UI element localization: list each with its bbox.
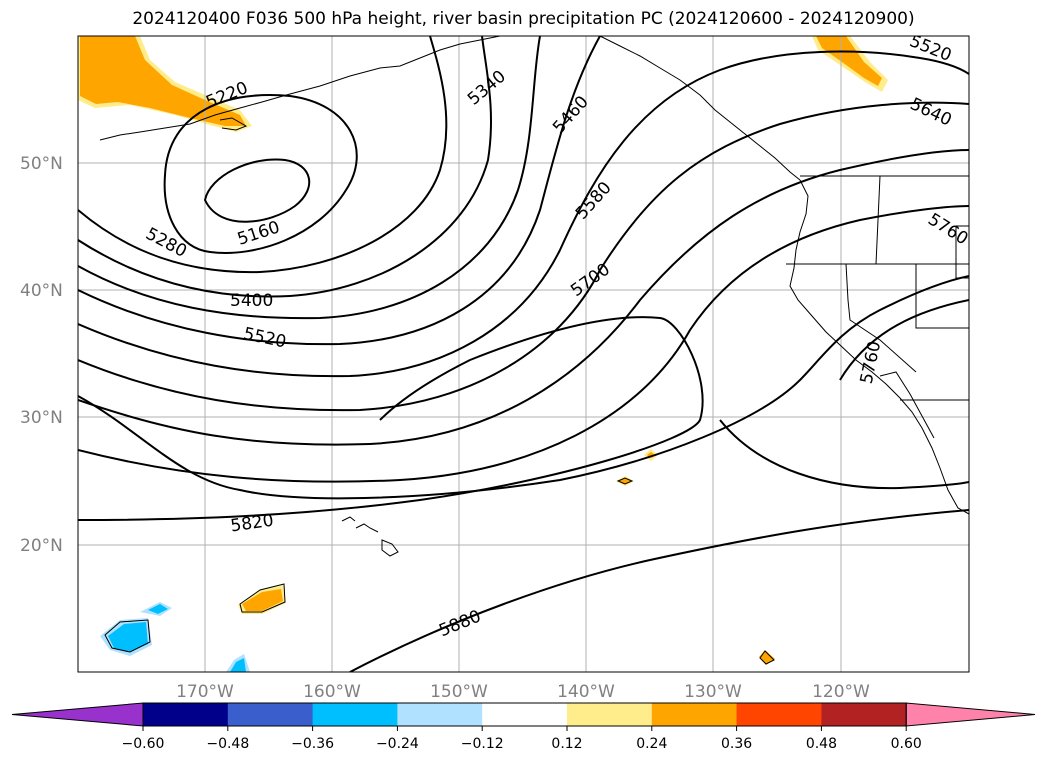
contour-5760 — [78, 316, 704, 521]
contour-5460 — [78, 36, 601, 346]
lon-label: 160°W — [303, 682, 361, 702]
lat-label: 30°N — [20, 408, 63, 428]
contour-label: 5400 — [230, 291, 273, 311]
colorbar-segment — [651, 703, 738, 726]
colorbar-tick-label: −0.48 — [206, 736, 249, 752]
contour-5340 — [78, 36, 492, 298]
precip-negative-2-core — [148, 604, 168, 614]
lat-label: 20°N — [20, 536, 63, 556]
colorbar: −0.60 −0.48 −0.36 −0.24 −0.12 0.12 0.24 0.36 0.4… — [11, 702, 1036, 752]
contour-5820b — [719, 419, 969, 490]
colorbar-segment — [143, 703, 229, 726]
colorbar-segment — [227, 703, 314, 726]
colorbar-extend-high — [905, 702, 1036, 727]
precip-negative-3-core — [230, 658, 246, 672]
borders — [786, 175, 969, 401]
contour-5160 — [203, 158, 311, 223]
contour-5760b — [839, 299, 969, 381]
lon-label: 170°W — [176, 682, 234, 702]
colorbar-tick-label: −0.12 — [461, 736, 504, 752]
map-border — [77, 35, 970, 673]
contour-5880 — [349, 509, 969, 672]
colorbar-segment — [482, 703, 568, 726]
colorbar-tick-label: 0.48 — [806, 736, 837, 752]
contour-5700 — [78, 205, 969, 483]
colorbar-tick-label: −0.36 — [291, 736, 334, 752]
colorbar-tick-label: 0.12 — [551, 736, 582, 752]
colorbar-segment — [397, 703, 483, 726]
map-title: 2024120400 F036 500 hPa height, river ba… — [132, 9, 915, 29]
lon-label: 130°W — [684, 682, 742, 702]
colorbar-tick-label: −0.60 — [122, 736, 165, 752]
precip-negative-1-core — [108, 622, 148, 652]
lon-label: 150°W — [430, 682, 488, 702]
lat-labels: 50°N 40°N 30°N 20°N — [20, 154, 63, 556]
contour-5280 — [78, 36, 448, 274]
gridlines — [78, 36, 969, 672]
colorbar-extend-low — [11, 702, 144, 727]
contour-5640 — [78, 149, 969, 446]
lon-labels: 170°W 160°W 150°W 140°W 130°W 120°W — [176, 682, 870, 702]
lat-label: 50°N — [20, 154, 63, 174]
contour-5400 — [78, 36, 541, 320]
colorbar-tick-label: 0.36 — [721, 736, 752, 752]
height-contours — [78, 36, 969, 672]
colorbar-segment — [736, 703, 822, 726]
colorbar-tick-label: 0.24 — [636, 736, 667, 752]
contour-5220 — [163, 94, 358, 254]
map-area — [78, 36, 969, 672]
colorbar-segment — [567, 703, 653, 726]
precip-positive-bc-core — [816, 36, 882, 86]
colorbar-outline — [142, 702, 907, 727]
lat-label: 40°N — [20, 281, 63, 301]
colorbar-segment — [312, 703, 398, 726]
colorbar-tick-label: 0.60 — [891, 736, 922, 752]
lon-label: 140°W — [557, 682, 615, 702]
contour-5520 — [78, 50, 969, 378]
colorbar-segment — [821, 703, 907, 726]
lon-label: 120°W — [812, 682, 870, 702]
precip-positive-subtropic-core — [242, 589, 283, 611]
contour-5820 — [78, 275, 969, 500]
colorbar-tick-label: −0.24 — [376, 736, 419, 752]
contour-5580 — [78, 101, 969, 412]
